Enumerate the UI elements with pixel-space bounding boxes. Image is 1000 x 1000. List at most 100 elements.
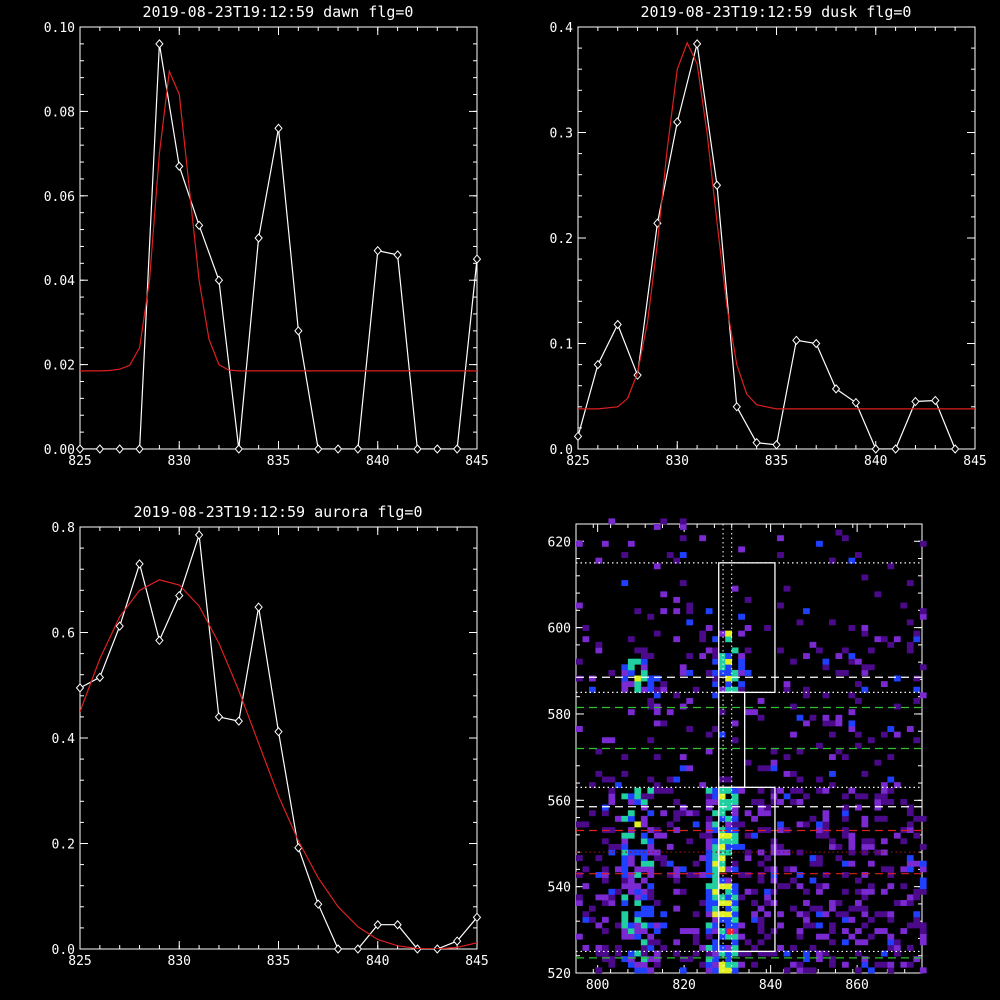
heatmap-cell <box>744 596 752 603</box>
heatmap-cell <box>627 664 635 671</box>
heatmap-cell <box>673 608 681 615</box>
heatmap-cell <box>725 681 732 688</box>
x-tick-label: 820 <box>672 978 695 993</box>
x-tick-label: 835 <box>267 454 290 469</box>
heatmap-cell <box>790 658 797 665</box>
heatmap-cell <box>854 967 862 974</box>
heatmap-cell <box>705 871 713 878</box>
heatmap-cell <box>822 664 830 671</box>
heatmap-cell <box>621 686 629 693</box>
heatmap-cell <box>757 787 765 794</box>
data-line <box>578 43 956 449</box>
heatmap-cell <box>712 675 720 682</box>
heatmap-cell <box>757 799 765 805</box>
heatmap-cell <box>783 793 791 800</box>
heatmap-cell <box>848 726 856 732</box>
heatmap-cell <box>705 911 713 918</box>
heatmap-cell <box>686 619 694 626</box>
heatmap-cell <box>718 866 726 873</box>
heatmap-cell <box>738 894 745 901</box>
heatmap-cell <box>614 922 622 929</box>
heatmap-cell <box>770 787 778 794</box>
heatmap-cell <box>718 653 726 659</box>
heatmap-cell <box>906 855 914 862</box>
heatmap-cell <box>705 961 713 968</box>
heatmap-cell <box>718 843 726 850</box>
heatmap-cell <box>634 900 642 906</box>
heatmap-cell <box>705 804 713 811</box>
heatmap-cell <box>744 709 752 716</box>
heatmap-cell <box>712 838 720 845</box>
heatmap-cell <box>712 726 720 732</box>
heatmap-cell <box>705 888 713 895</box>
heatmap-cell <box>699 855 707 862</box>
heatmap-cell <box>705 866 713 873</box>
heatmap-cell <box>913 888 921 895</box>
heatmap-cell <box>803 916 810 923</box>
heatmap-cell <box>874 804 882 811</box>
heatmap-cell <box>783 849 791 856</box>
heatmap-cell <box>880 793 888 800</box>
heatmap-cell <box>705 900 713 906</box>
heatmap-cell <box>679 669 687 676</box>
heatmap-cell <box>848 692 856 699</box>
heatmap-cell <box>919 843 927 850</box>
heatmap-cell <box>809 860 817 867</box>
heatmap-cell <box>712 888 720 895</box>
heatmap-cell <box>816 787 823 794</box>
heatmap-cell <box>919 922 927 929</box>
heatmap-cell <box>880 866 888 873</box>
y-tick-label: 520 <box>548 967 571 982</box>
heatmap-cell <box>841 916 849 923</box>
heatmap-cell <box>634 681 642 688</box>
heatmap-cell <box>816 922 823 929</box>
heatmap-cell <box>621 883 629 890</box>
heatmap-cell <box>906 580 914 587</box>
heatmap-cell <box>640 956 648 963</box>
heatmap-cell <box>705 950 713 957</box>
heatmap-cell <box>705 883 713 890</box>
heatmap-cell <box>621 849 629 856</box>
heatmap-cell <box>913 697 921 704</box>
heatmap-cell <box>861 961 869 968</box>
heatmap-cell <box>634 883 642 890</box>
y-tick-label: 560 <box>548 794 571 809</box>
heatmap-cell <box>829 961 836 968</box>
heatmap-cell <box>601 540 609 547</box>
heatmap-cell <box>874 928 882 935</box>
heatmap-cell <box>595 950 603 957</box>
heatmap-cell <box>861 905 869 912</box>
heatmap-cell <box>816 933 823 940</box>
heatmap-cell <box>887 916 895 923</box>
heatmap-cell <box>660 681 668 688</box>
heatmap-cell <box>861 888 869 895</box>
heatmap-cell <box>913 675 921 682</box>
heatmap-cell <box>705 815 713 822</box>
heatmap-cell <box>822 720 830 727</box>
heatmap-cell <box>614 888 622 895</box>
heatmap-cell <box>919 815 927 822</box>
heatmap-cell <box>627 888 635 895</box>
heatmap-cell <box>841 832 849 839</box>
data-point-diamond <box>234 716 243 726</box>
heatmap-cell <box>731 922 739 929</box>
heatmap-cell <box>841 888 849 895</box>
heatmap-cell <box>906 619 914 626</box>
heatmap-cell <box>673 866 681 873</box>
heatmap-cell <box>861 871 869 878</box>
heatmap-cell <box>679 535 687 542</box>
heatmap-cell <box>712 653 720 659</box>
heatmap-cell <box>660 860 668 867</box>
heatmap-cell <box>854 888 862 895</box>
heatmap-cell <box>731 905 739 912</box>
heatmap-cell <box>848 787 856 794</box>
heatmap-cell <box>809 855 817 862</box>
heatmap-cell <box>867 843 875 850</box>
heatmap-cell <box>744 832 752 839</box>
heatmap-cell <box>712 855 720 862</box>
heatmap-cell <box>686 765 694 772</box>
heatmap-cell <box>880 888 888 895</box>
heatmap-cell <box>861 821 869 828</box>
heatmap-cell <box>880 838 888 845</box>
heatmap-cell <box>653 832 661 839</box>
